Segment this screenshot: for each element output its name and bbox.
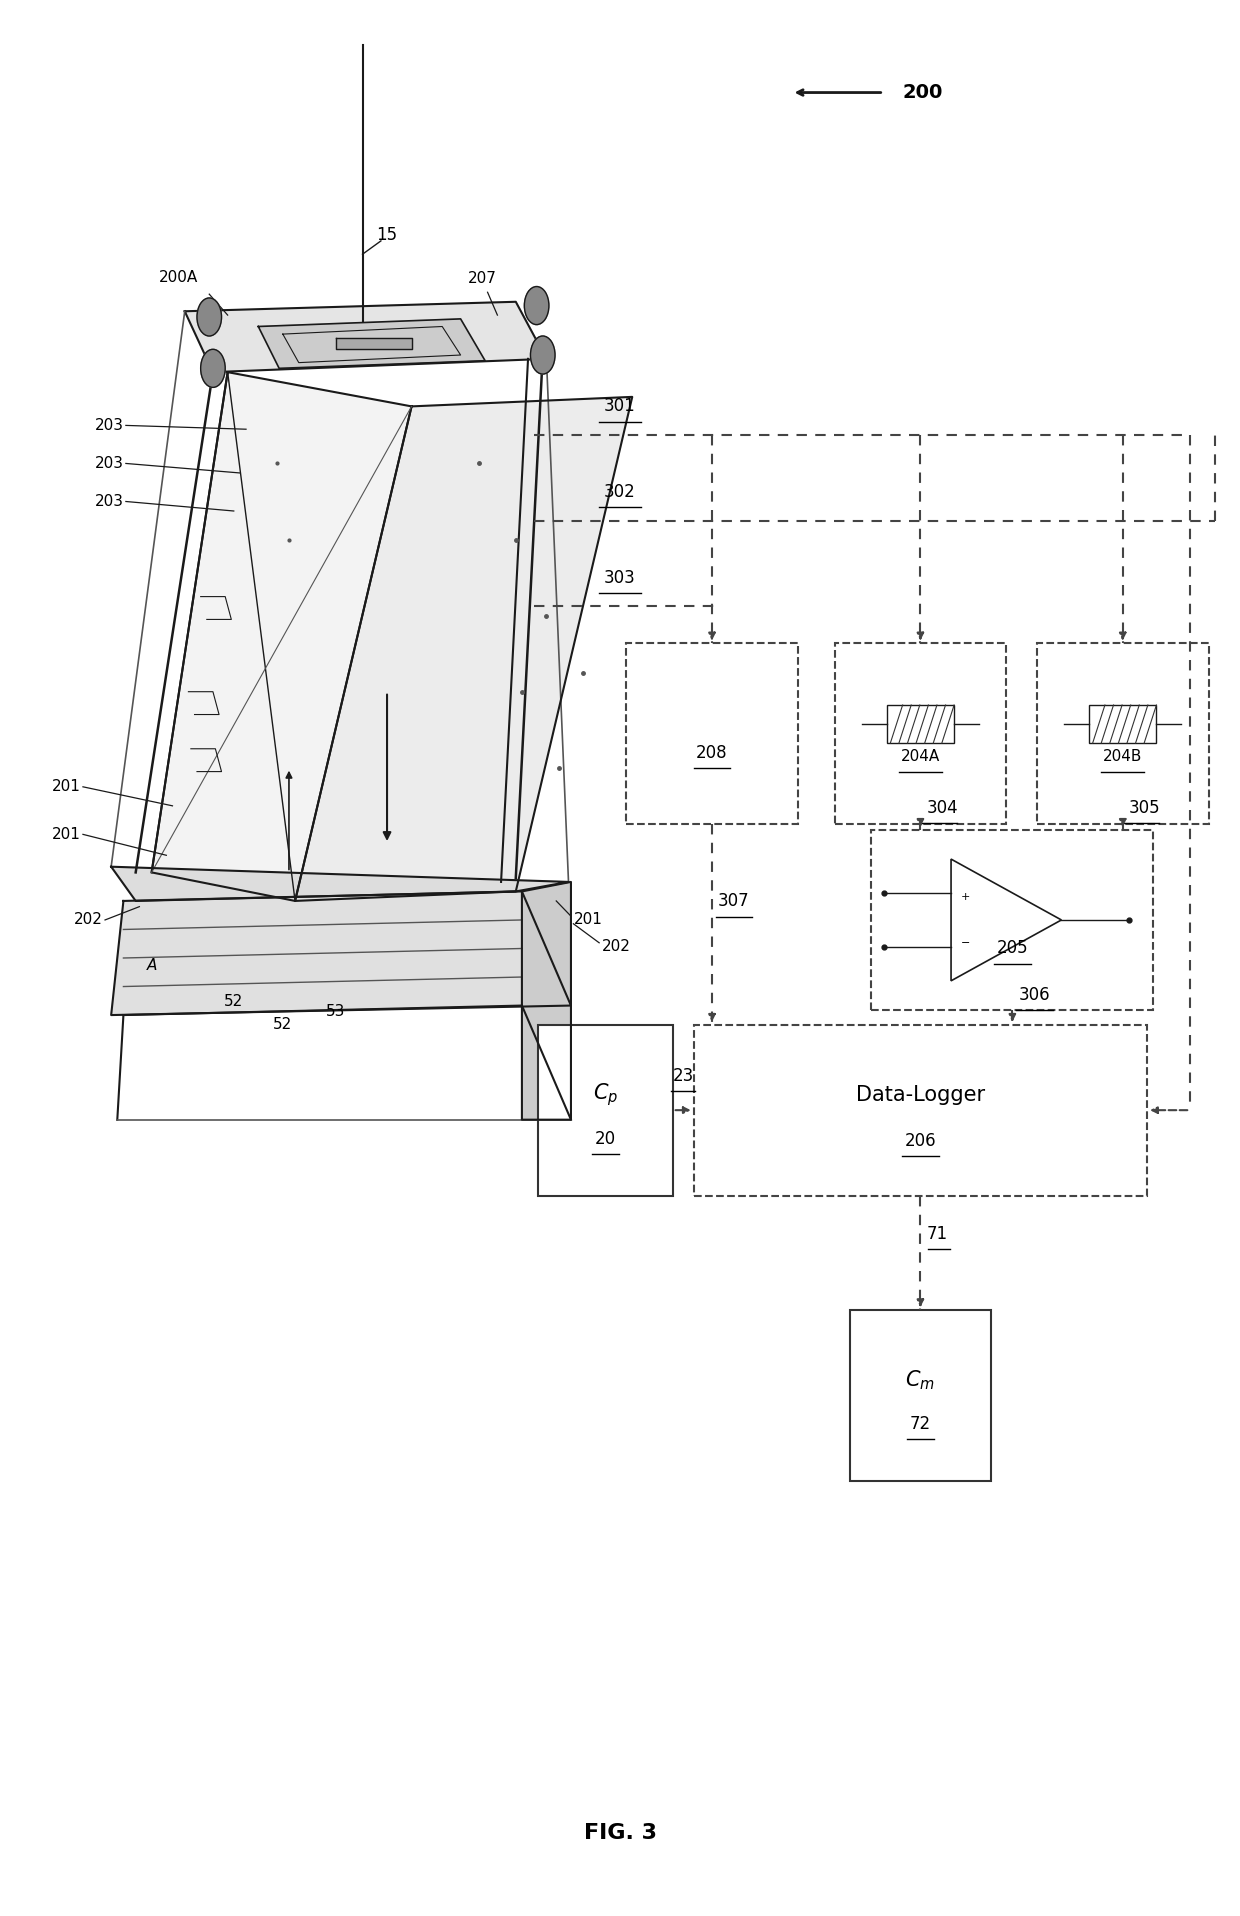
Polygon shape xyxy=(258,318,485,368)
Text: 303: 303 xyxy=(604,569,636,586)
Text: 53: 53 xyxy=(326,1004,345,1019)
Text: FIG. 3: FIG. 3 xyxy=(584,1822,656,1843)
Polygon shape xyxy=(185,303,547,372)
Polygon shape xyxy=(151,372,412,901)
Text: 72: 72 xyxy=(910,1416,931,1433)
Text: 202: 202 xyxy=(73,912,103,927)
Text: −: − xyxy=(961,937,971,948)
Bar xyxy=(538,1025,673,1196)
Text: A: A xyxy=(146,958,156,973)
Text: 304: 304 xyxy=(926,799,959,816)
Text: 20: 20 xyxy=(595,1130,616,1148)
Bar xyxy=(872,830,1153,1010)
Text: 301: 301 xyxy=(604,397,636,416)
Bar xyxy=(835,644,1006,824)
Circle shape xyxy=(525,287,549,324)
Text: 203: 203 xyxy=(94,418,124,433)
Text: Data-Logger: Data-Logger xyxy=(856,1084,985,1106)
Bar xyxy=(693,1025,1147,1196)
Text: 52: 52 xyxy=(273,1017,293,1033)
Text: 202: 202 xyxy=(601,939,630,954)
Text: 200A: 200A xyxy=(159,270,198,285)
Polygon shape xyxy=(336,337,412,349)
Polygon shape xyxy=(112,866,568,901)
Text: 302: 302 xyxy=(604,483,636,500)
Text: 203: 203 xyxy=(94,456,124,471)
Circle shape xyxy=(197,299,222,335)
Text: 200: 200 xyxy=(901,82,942,102)
Text: 204B: 204B xyxy=(1104,749,1142,764)
Bar xyxy=(1089,705,1157,743)
Circle shape xyxy=(531,335,556,374)
Text: 207: 207 xyxy=(469,272,497,287)
Text: 201: 201 xyxy=(573,912,603,927)
Bar xyxy=(849,1311,991,1481)
Text: 305: 305 xyxy=(1128,799,1161,816)
Text: 201: 201 xyxy=(52,780,81,795)
Text: 206: 206 xyxy=(905,1132,936,1150)
Bar xyxy=(1037,644,1209,824)
Polygon shape xyxy=(295,397,632,901)
Text: +: + xyxy=(961,893,971,902)
Text: 15: 15 xyxy=(377,226,398,243)
Text: 306: 306 xyxy=(1018,985,1050,1004)
Text: 205: 205 xyxy=(997,939,1028,958)
Text: 203: 203 xyxy=(94,494,124,510)
Polygon shape xyxy=(522,881,570,1119)
Text: 208: 208 xyxy=(696,743,728,761)
Text: 204A: 204A xyxy=(900,749,940,764)
Text: 23: 23 xyxy=(672,1067,693,1084)
Circle shape xyxy=(201,349,226,387)
Polygon shape xyxy=(112,891,570,1015)
Text: 201: 201 xyxy=(52,828,81,841)
Polygon shape xyxy=(951,858,1061,981)
Bar xyxy=(887,705,954,743)
Text: 52: 52 xyxy=(224,994,243,1010)
Text: 307: 307 xyxy=(718,893,750,910)
Text: $C_m$: $C_m$ xyxy=(905,1368,935,1393)
Text: 71: 71 xyxy=(926,1224,947,1243)
Bar xyxy=(626,644,797,824)
Text: $C_p$: $C_p$ xyxy=(593,1081,618,1107)
